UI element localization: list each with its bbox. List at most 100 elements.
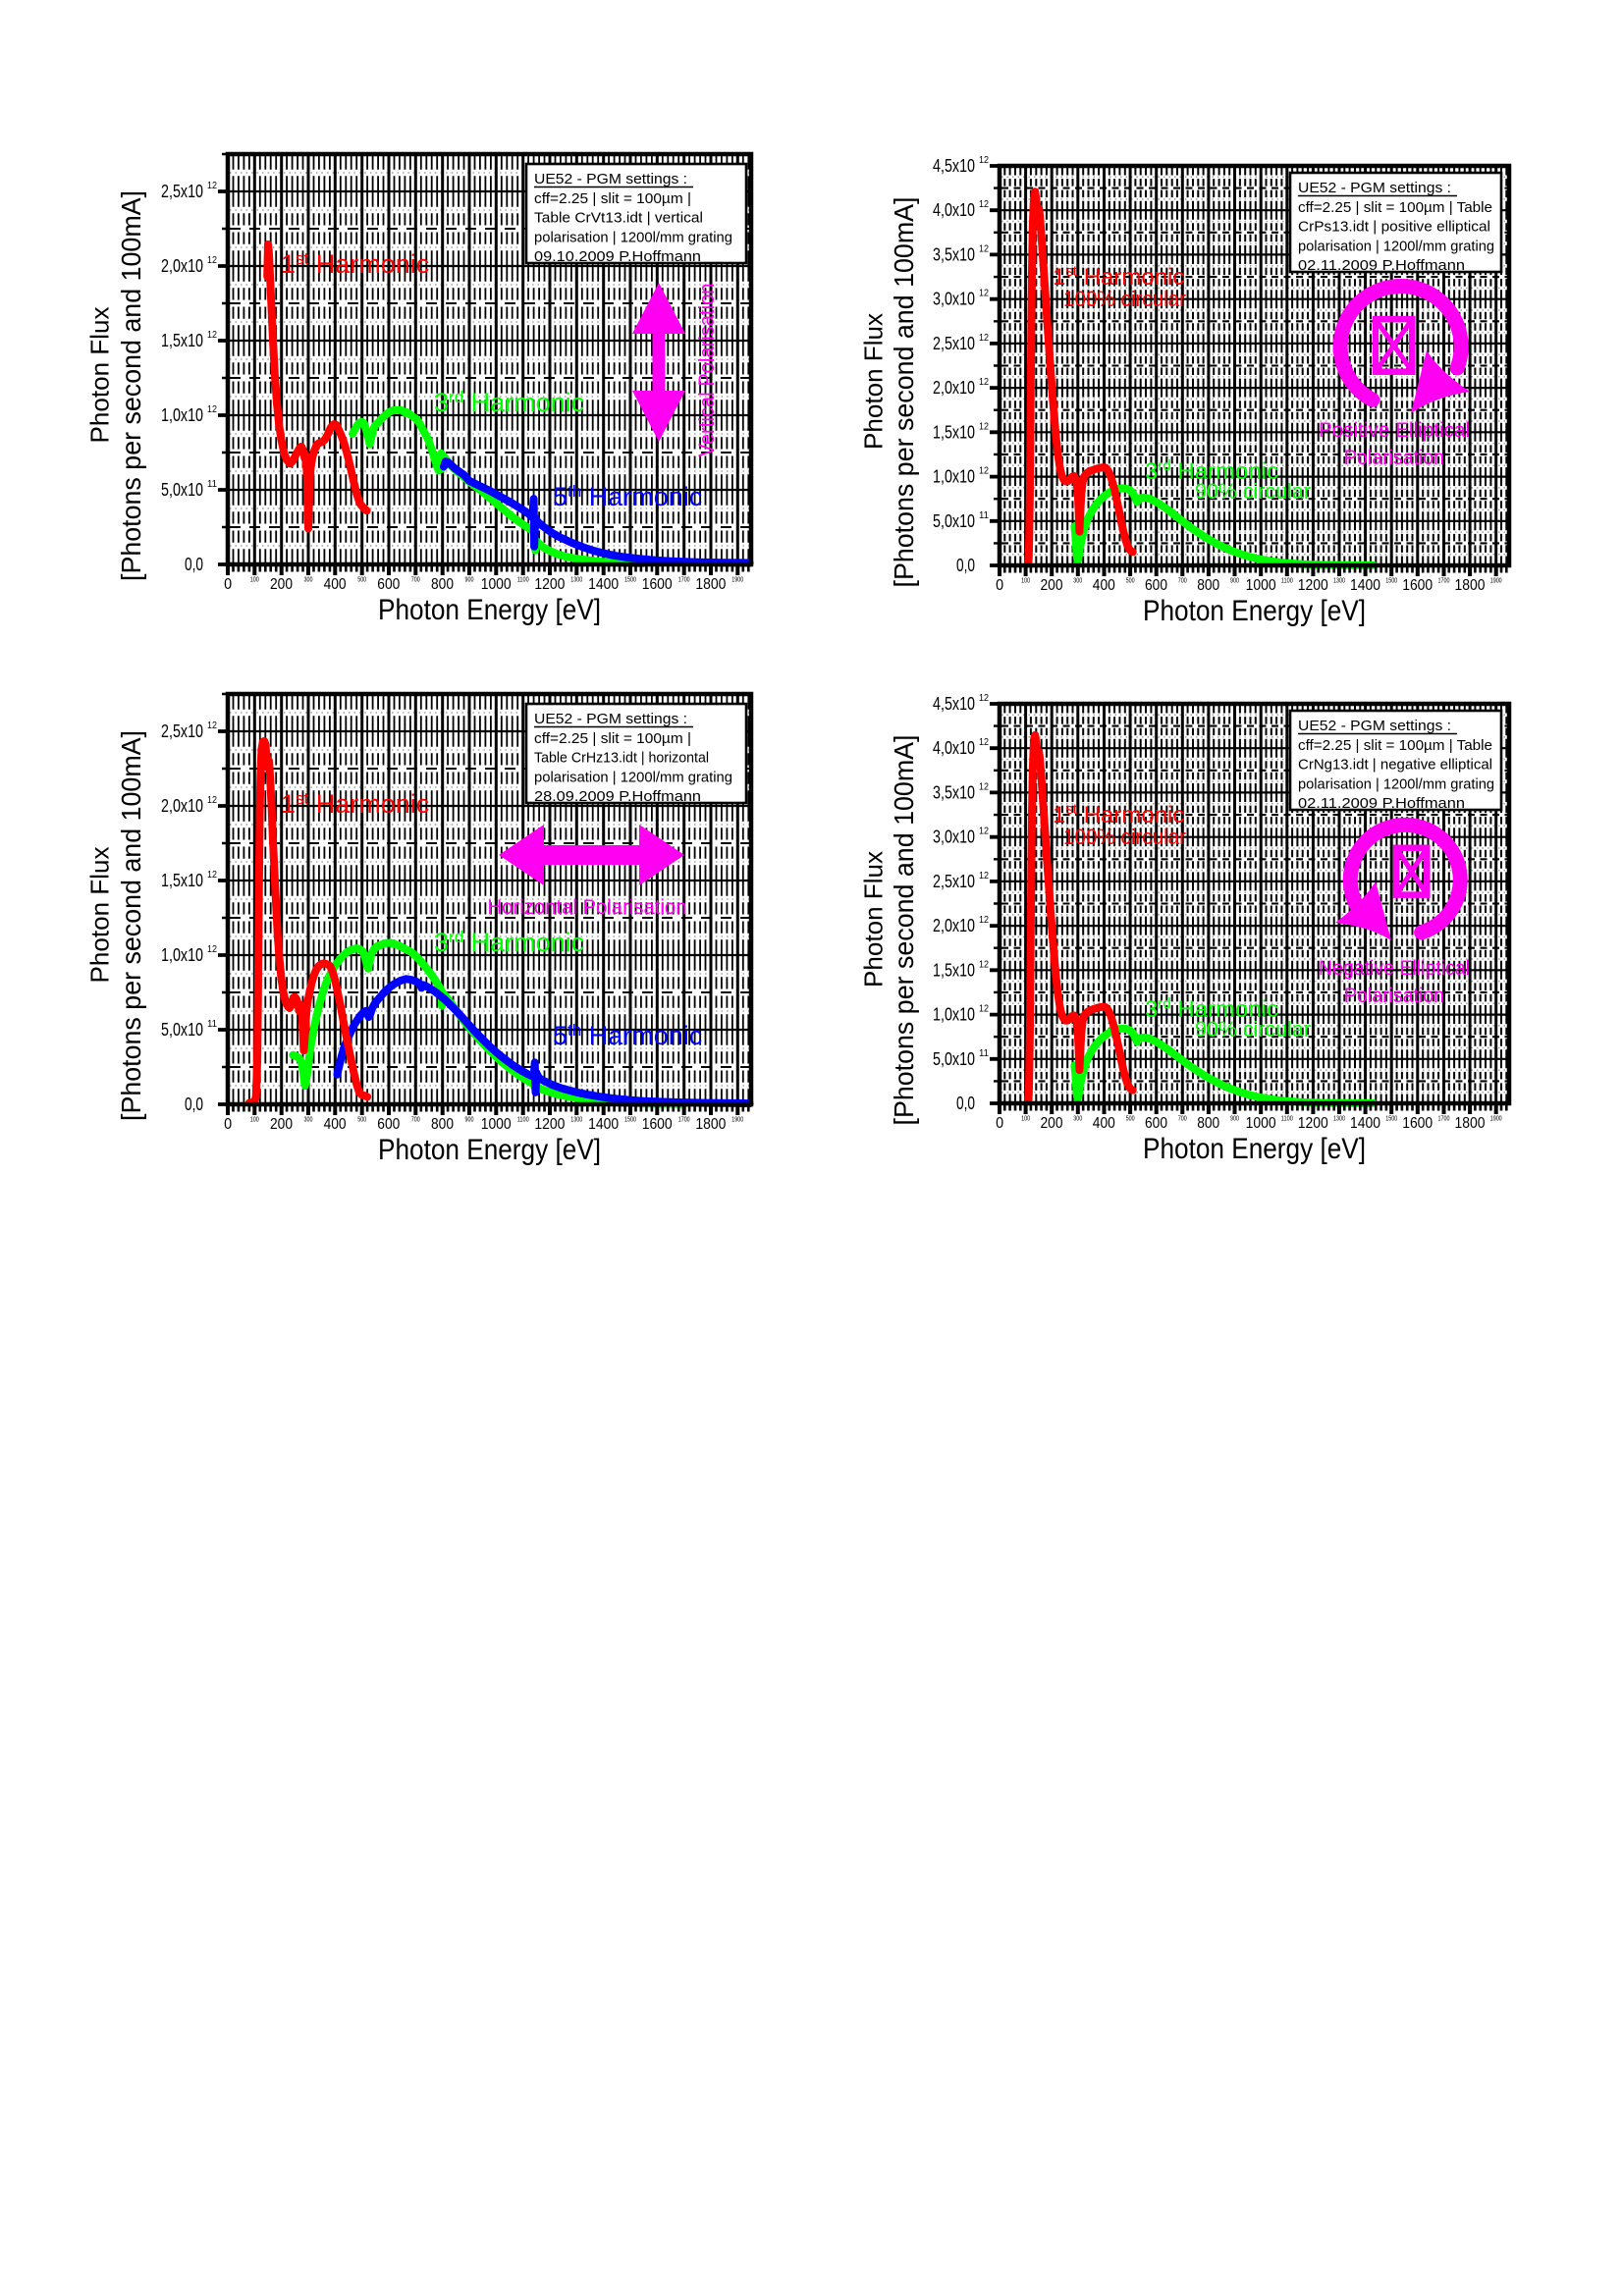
svg-text:CrNg13.idt | negative elliptic: CrNg13.idt | negative elliptical	[1298, 757, 1492, 774]
svg-text:1,0x10: 1,0x10	[161, 945, 203, 965]
svg-text:1500: 1500	[1385, 1116, 1397, 1123]
svg-text:200: 200	[270, 1116, 293, 1133]
svg-text:Photon Flux: Photon Flux	[859, 313, 889, 450]
svg-text:1,5x10: 1,5x10	[933, 422, 975, 442]
svg-text:12: 12	[207, 403, 217, 415]
svg-text:11: 11	[979, 509, 989, 521]
svg-text:400: 400	[324, 576, 347, 593]
svg-text:2,0x10: 2,0x10	[933, 916, 975, 935]
svg-text:11: 11	[979, 1047, 989, 1059]
svg-text:11: 11	[207, 478, 217, 490]
svg-text:2,5x10: 2,5x10	[933, 872, 975, 891]
svg-text:1800: 1800	[1455, 1115, 1486, 1132]
svg-text:200: 200	[1041, 577, 1063, 594]
svg-text:4,0x10: 4,0x10	[933, 738, 975, 758]
svg-text:3rd Harmonic: 3rd Harmonic	[1145, 995, 1278, 1023]
svg-text:12: 12	[979, 826, 989, 837]
svg-text:1100: 1100	[1281, 1116, 1293, 1123]
svg-text:12: 12	[979, 1003, 989, 1015]
svg-text:0: 0	[224, 576, 232, 593]
svg-text:5th Harmonic: 5th Harmonic	[553, 1021, 702, 1050]
svg-text:1500: 1500	[624, 577, 636, 584]
svg-text:1000: 1000	[481, 1116, 512, 1133]
svg-text:Photon Flux: Photon Flux	[859, 851, 889, 988]
svg-text:600: 600	[377, 1116, 400, 1133]
svg-text:0,0: 0,0	[185, 555, 203, 574]
svg-text:12: 12	[979, 780, 989, 792]
svg-text:polarisation | 1200l/mm gratin: polarisation | 1200l/mm grating	[534, 769, 732, 785]
svg-text:1000: 1000	[1246, 1115, 1276, 1132]
svg-text:UE52 - PGM settings :: UE52 - PGM settings :	[1298, 180, 1451, 196]
svg-text:2,5x10: 2,5x10	[161, 721, 203, 741]
svg-text:1700: 1700	[1438, 578, 1450, 585]
svg-text:1,0x10: 1,0x10	[161, 405, 203, 425]
svg-text:2,0x10: 2,0x10	[161, 796, 203, 816]
svg-text:400: 400	[1093, 1115, 1115, 1132]
svg-text:1900: 1900	[731, 577, 743, 584]
svg-text:1300: 1300	[1333, 1116, 1345, 1123]
svg-text:1900: 1900	[731, 1117, 743, 1124]
svg-text:3,5x10: 3,5x10	[933, 782, 975, 802]
svg-text:300: 300	[1073, 578, 1082, 585]
svg-text:0,0: 0,0	[185, 1095, 203, 1114]
svg-text:1600: 1600	[1402, 577, 1433, 594]
svg-text:1st Harmonic: 1st Harmonic	[281, 789, 429, 819]
svg-text:1600: 1600	[642, 576, 673, 593]
svg-text:5,0x10: 5,0x10	[161, 1020, 203, 1040]
svg-text:1900: 1900	[1490, 578, 1502, 585]
svg-text:90% circular: 90% circular	[1195, 1017, 1311, 1041]
svg-text:900: 900	[1230, 578, 1239, 585]
svg-text:Photon Energy [eV]: Photon Energy [eV]	[1143, 595, 1366, 627]
svg-text:12: 12	[979, 465, 989, 477]
svg-text:Polarisation: Polarisation	[1344, 447, 1444, 469]
svg-text:0: 0	[224, 1116, 232, 1133]
svg-text:12: 12	[979, 958, 989, 970]
svg-text:1400: 1400	[1350, 577, 1380, 594]
svg-text:200: 200	[1041, 1115, 1063, 1132]
svg-text:1700: 1700	[678, 1117, 690, 1124]
svg-text:12: 12	[979, 736, 989, 748]
svg-text:500: 500	[357, 577, 366, 584]
svg-text:1400: 1400	[588, 1116, 619, 1133]
svg-text:1600: 1600	[1402, 1115, 1433, 1132]
svg-text:Photon Energy [eV]: Photon Energy [eV]	[1143, 1133, 1366, 1165]
svg-text:900: 900	[1230, 1116, 1239, 1123]
svg-text:1800: 1800	[695, 576, 726, 593]
svg-text:11: 11	[207, 1018, 217, 1030]
svg-text:1,0x10: 1,0x10	[933, 1005, 975, 1025]
svg-text:cff=2.25 | slit = 100µm |: cff=2.25 | slit = 100µm |	[534, 190, 691, 207]
svg-text:1800: 1800	[1455, 577, 1486, 594]
svg-text:2,0x10: 2,0x10	[933, 378, 975, 398]
svg-text:UE52 - PGM settings :: UE52 - PGM settings :	[534, 711, 687, 727]
svg-text:1300: 1300	[1333, 578, 1345, 585]
svg-text:700: 700	[411, 577, 420, 584]
svg-text:100% circular: 100% circular	[1063, 287, 1186, 311]
svg-text:Photon Energy [eV]: Photon Energy [eV]	[378, 594, 601, 626]
svg-text:[Photons per second and 100mA]: [Photons per second and 100mA]	[889, 735, 919, 1126]
svg-text:02.11.2009 P.Hoffmann: 02.11.2009 P.Hoffmann	[1298, 795, 1465, 812]
svg-text:Photon Energy [eV]: Photon Energy [eV]	[378, 1134, 601, 1166]
svg-text:12: 12	[207, 180, 217, 191]
svg-text:[Photons per second and 100mA]: [Photons per second and 100mA]	[116, 190, 146, 581]
svg-text:500: 500	[1126, 578, 1135, 585]
svg-text:2,5x10: 2,5x10	[161, 182, 203, 201]
svg-text:1100: 1100	[517, 1117, 529, 1124]
svg-text:4,0x10: 4,0x10	[933, 200, 975, 220]
svg-text:[Photons per second and 100mA]: [Photons per second and 100mA]	[116, 730, 146, 1121]
svg-text:12: 12	[979, 692, 989, 704]
svg-text:5,0x10: 5,0x10	[161, 480, 203, 500]
svg-text:1200: 1200	[534, 576, 565, 593]
svg-text:12: 12	[207, 943, 217, 955]
svg-text:Negative Elliptical: Negative Elliptical	[1319, 957, 1470, 980]
svg-text:0: 0	[996, 1115, 1003, 1132]
svg-text:12: 12	[207, 794, 217, 806]
svg-text:100: 100	[1021, 1116, 1030, 1123]
svg-text:1900: 1900	[1490, 1116, 1502, 1123]
svg-text:4,5x10: 4,5x10	[933, 694, 975, 714]
svg-text:100: 100	[1021, 578, 1030, 585]
svg-text:800: 800	[431, 576, 454, 593]
svg-text:400: 400	[324, 1116, 347, 1133]
svg-text:02.11.2009 P.Hoffmann: 02.11.2009 P.Hoffmann	[1298, 257, 1465, 274]
svg-text:1,5x10: 1,5x10	[161, 871, 203, 890]
svg-text:100% circular: 100% circular	[1063, 825, 1186, 849]
